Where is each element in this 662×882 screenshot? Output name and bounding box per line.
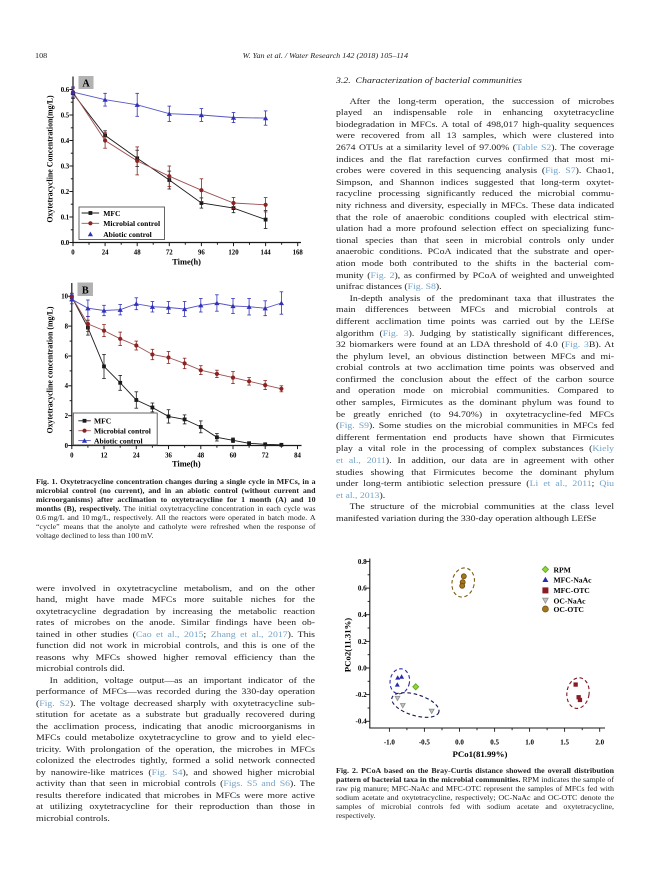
svg-text:RPM: RPM xyxy=(554,565,571,574)
svg-text:24: 24 xyxy=(102,250,109,257)
svg-text:1.5: 1.5 xyxy=(560,739,569,747)
svg-text:0.0: 0.0 xyxy=(358,664,367,672)
svg-text:Time(h): Time(h) xyxy=(172,460,201,469)
svg-text:0.1: 0.1 xyxy=(61,214,70,221)
svg-text:-0.2: -0.2 xyxy=(356,691,368,699)
svg-text:MFC-NaAc: MFC-NaAc xyxy=(554,575,593,584)
svg-text:84: 84 xyxy=(294,453,301,460)
svg-text:0: 0 xyxy=(71,250,75,257)
svg-text:Abiotic control: Abiotic control xyxy=(103,230,152,239)
svg-text:8: 8 xyxy=(65,323,69,330)
svg-text:-0.4: -0.4 xyxy=(356,718,368,726)
svg-text:60: 60 xyxy=(230,453,237,460)
svg-text:72: 72 xyxy=(262,453,269,460)
svg-text:0.6: 0.6 xyxy=(61,87,70,94)
svg-text:Abiotic control: Abiotic control xyxy=(94,436,143,445)
svg-text:B: B xyxy=(82,285,89,296)
svg-text:4: 4 xyxy=(65,383,69,390)
svg-text:36: 36 xyxy=(165,453,172,460)
svg-text:12: 12 xyxy=(101,453,108,460)
svg-text:0: 0 xyxy=(70,453,74,460)
svg-text:PCo2(11.31%): PCo2(11.31%) xyxy=(343,618,353,673)
svg-text:10: 10 xyxy=(61,294,68,301)
svg-text:0.5: 0.5 xyxy=(61,112,70,119)
svg-text:72: 72 xyxy=(166,250,173,257)
svg-text:0: 0 xyxy=(65,443,69,450)
svg-text:0.3: 0.3 xyxy=(61,163,70,170)
svg-text:96: 96 xyxy=(198,250,205,257)
svg-text:0.2: 0.2 xyxy=(61,189,70,196)
svg-text:2.0: 2.0 xyxy=(595,739,604,747)
svg-text:Microbial control: Microbial control xyxy=(94,427,151,436)
svg-text:0.2: 0.2 xyxy=(358,638,367,646)
svg-text:144: 144 xyxy=(260,250,271,257)
svg-text:0.8: 0.8 xyxy=(358,558,367,566)
svg-text:A: A xyxy=(82,79,90,90)
svg-text:48: 48 xyxy=(134,250,141,257)
svg-text:120: 120 xyxy=(228,250,239,257)
svg-text:-1.0: -1.0 xyxy=(384,739,396,747)
svg-text:OC-NaAc: OC-NaAc xyxy=(554,596,587,605)
svg-text:0.0: 0.0 xyxy=(61,240,70,247)
svg-text:-0.5: -0.5 xyxy=(419,739,431,747)
svg-text:0.0: 0.0 xyxy=(455,739,464,747)
svg-text:2: 2 xyxy=(65,413,69,420)
svg-text:MFC: MFC xyxy=(103,209,120,218)
svg-text:MFC: MFC xyxy=(94,417,111,426)
svg-text:Microbial control: Microbial control xyxy=(103,219,160,228)
svg-text:0.6: 0.6 xyxy=(358,585,367,593)
svg-text:PCo1(81.99%): PCo1(81.99%) xyxy=(453,749,508,759)
svg-text:OC-OTC: OC-OTC xyxy=(554,605,584,614)
svg-text:48: 48 xyxy=(197,453,204,460)
svg-text:0.4: 0.4 xyxy=(61,138,70,145)
svg-text:0.4: 0.4 xyxy=(358,611,367,619)
svg-text:Time(h): Time(h) xyxy=(172,257,201,266)
svg-text:6: 6 xyxy=(65,353,69,360)
svg-text:Oxytetracycline Concentration(: Oxytetracycline Concentration(mg/L) xyxy=(46,95,55,223)
svg-text:Oxytetracycline concentration: Oxytetracycline concentration (mg/L) xyxy=(46,306,55,433)
svg-text:1.0: 1.0 xyxy=(525,739,534,747)
svg-text:MFC-OTC: MFC-OTC xyxy=(554,586,590,595)
svg-text:24: 24 xyxy=(133,453,140,460)
svg-text:0.5: 0.5 xyxy=(490,739,499,747)
svg-text:168: 168 xyxy=(293,250,304,257)
